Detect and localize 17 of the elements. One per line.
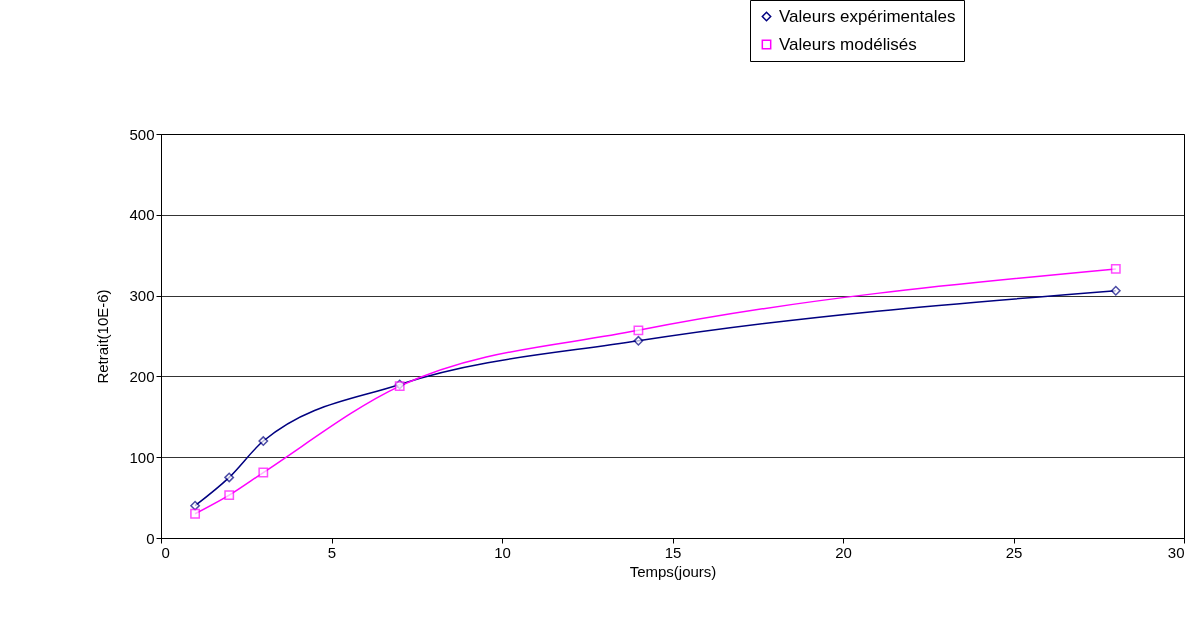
x-axis-title: Temps(jours) [629, 562, 717, 580]
x-tick-label: 20 [835, 543, 852, 561]
x-tick-label: 25 [1005, 543, 1023, 561]
x-tick-label: 10 [494, 543, 511, 561]
x-tick-label: 0 [161, 543, 170, 561]
x-tick-label: 5 [327, 543, 337, 561]
y-tick-label: 0 [146, 529, 155, 547]
x-tick-label: 30 [1167, 543, 1185, 561]
y-tick-label: 100 [129, 448, 155, 466]
y-tick-label: 500 [129, 125, 155, 143]
y-tick-label: 400 [129, 206, 155, 224]
legend-label: Valeurs expérimentales [779, 6, 956, 26]
y-tick-label: 200 [129, 367, 155, 385]
x-tick-label: 15 [664, 543, 682, 561]
y-tick-label: 300 [129, 287, 155, 305]
y-axis-title: Retrait(10E-6) [94, 289, 112, 384]
legend-label: Valeurs modélisés [779, 34, 917, 54]
